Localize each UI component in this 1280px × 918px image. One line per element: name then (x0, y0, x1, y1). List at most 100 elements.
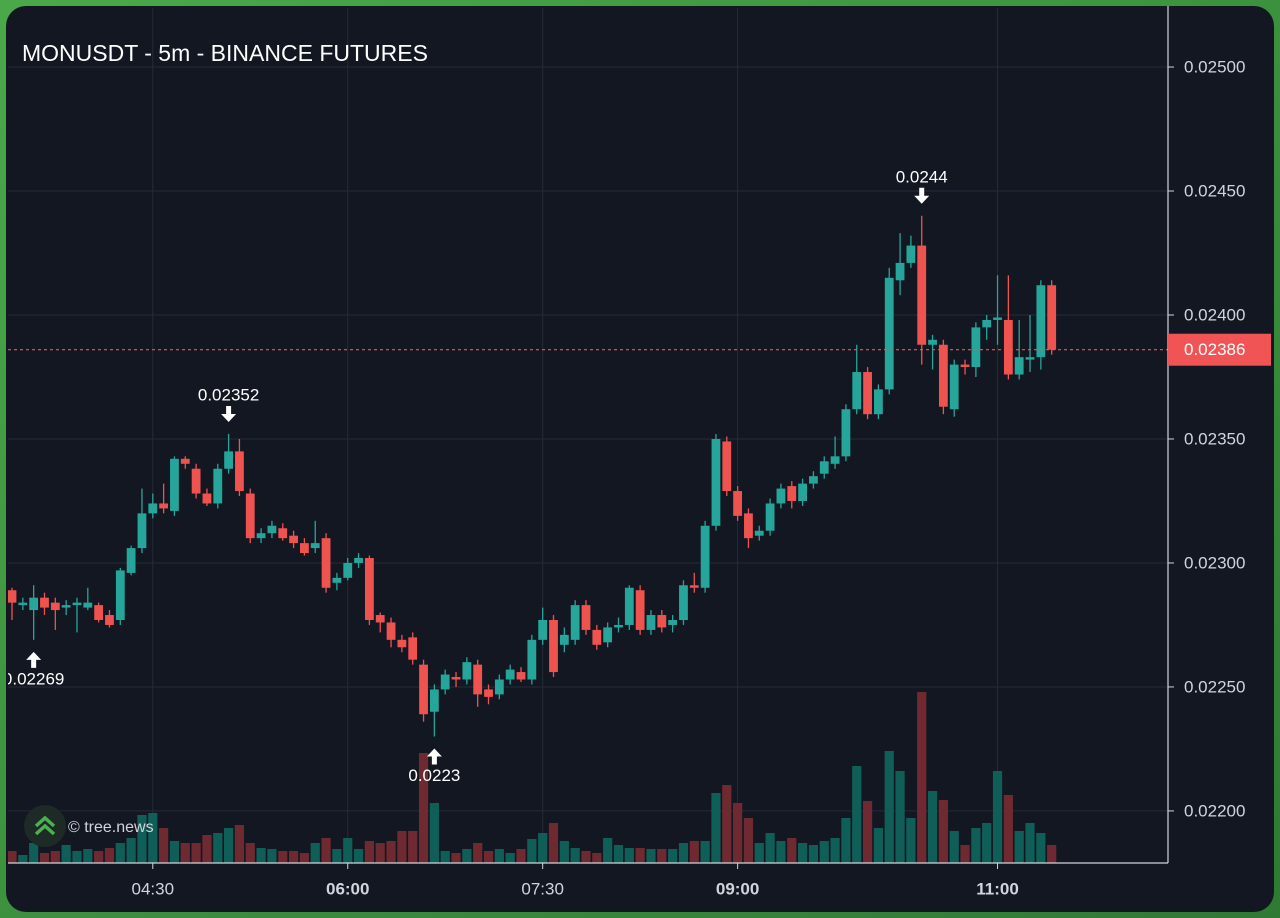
volume-bar (559, 841, 569, 863)
volume-bar (245, 843, 255, 863)
candle-body (819, 461, 829, 474)
last-price-label: 0.02386 (1184, 340, 1245, 359)
x-tick-label: 11:00 (976, 879, 1019, 898)
volume-bar (299, 853, 310, 863)
volume-bar (39, 853, 50, 863)
volume-bar (765, 833, 775, 863)
candle-body (105, 615, 114, 625)
volume-bar (61, 845, 71, 863)
volume-bar (700, 841, 710, 863)
marker-arrow (26, 651, 42, 668)
volume-bar (364, 841, 374, 863)
candle-body (830, 456, 840, 464)
candle-body (938, 344, 948, 407)
candle-body (516, 672, 526, 680)
volume-bar (689, 841, 699, 863)
volume-bar (267, 849, 277, 863)
volume-bar (137, 815, 147, 863)
candle-body (159, 503, 169, 509)
candle-body (538, 619, 548, 640)
candle-body (700, 525, 710, 588)
candle-body (180, 458, 190, 464)
candle-body (278, 528, 288, 539)
volume-bar (776, 841, 786, 863)
volume-bar (722, 785, 732, 863)
volume-bar (1014, 831, 1024, 863)
volume-bar (754, 843, 764, 863)
candle-body (115, 570, 125, 620)
marker-arrow (221, 406, 237, 423)
volume-bar (992, 771, 1003, 863)
y-tick-label: 0.02500 (1184, 58, 1245, 77)
volume-bar (180, 843, 190, 863)
volume-bar (462, 849, 472, 863)
volume-bar (1003, 795, 1013, 863)
candle-body (40, 597, 49, 608)
y-tick-label: 0.02200 (1184, 801, 1245, 820)
candle-body (61, 605, 71, 608)
volume-bar (386, 841, 396, 863)
plot-area: 0.02269 0.02352 0.0223 0.0244 (3, 167, 1168, 863)
volume-bar (787, 838, 797, 863)
candle-body (754, 530, 764, 536)
candle-body (971, 327, 981, 368)
candle-body (798, 483, 807, 501)
volume-bar (538, 833, 548, 863)
candle-body (300, 543, 309, 554)
candle-body (809, 476, 818, 484)
high-label: 0.0244 (896, 167, 948, 186)
volume-bar (115, 843, 125, 863)
candle-body (841, 409, 851, 457)
volume-bar (332, 849, 342, 863)
volume-bar (256, 848, 266, 863)
volume-bar (473, 843, 483, 863)
volume-bar (50, 851, 60, 863)
candle-body (429, 689, 439, 712)
volume-bar (862, 801, 873, 863)
candle-body (419, 664, 428, 715)
volume-bar (668, 849, 678, 863)
volume-bar (711, 793, 721, 863)
volume-bar (635, 848, 645, 863)
candle-body (884, 277, 894, 390)
candle-body (581, 605, 591, 630)
candle-body (1003, 319, 1013, 375)
volume-bar (733, 803, 743, 863)
candle-body (191, 468, 201, 494)
candle-body (895, 262, 905, 281)
candle-body (614, 624, 623, 628)
volume-bar (191, 843, 201, 863)
candle-body (343, 562, 353, 578)
volume-bar (1047, 845, 1057, 863)
volume-bar (8, 851, 17, 863)
candle-body (72, 602, 82, 606)
low-label: 0.02269 (3, 669, 64, 688)
candle-body (1036, 285, 1046, 358)
volume-bar (94, 851, 104, 863)
volume-bar (288, 851, 299, 863)
candle-body (711, 438, 721, 526)
candle-body (527, 639, 537, 680)
candle-body (689, 585, 699, 588)
candle-body (549, 619, 558, 673)
y-tick-label: 0.02400 (1184, 305, 1245, 324)
candle-body (213, 468, 223, 504)
volume-bar (234, 825, 245, 863)
volume-bar (830, 838, 840, 863)
volume-bar (657, 849, 667, 863)
candle-body (364, 558, 374, 620)
volume-bar (646, 849, 656, 863)
volume-bar (938, 800, 948, 863)
candle-body (462, 662, 472, 680)
candle-body (397, 639, 407, 648)
candle-body (917, 245, 927, 345)
volume-bar (104, 848, 115, 863)
volume-bar (624, 848, 634, 863)
volume-bar (819, 841, 829, 863)
candle-body (505, 669, 515, 680)
volume-bar (678, 843, 689, 863)
candle-body (310, 543, 320, 549)
candle-body (245, 493, 255, 539)
